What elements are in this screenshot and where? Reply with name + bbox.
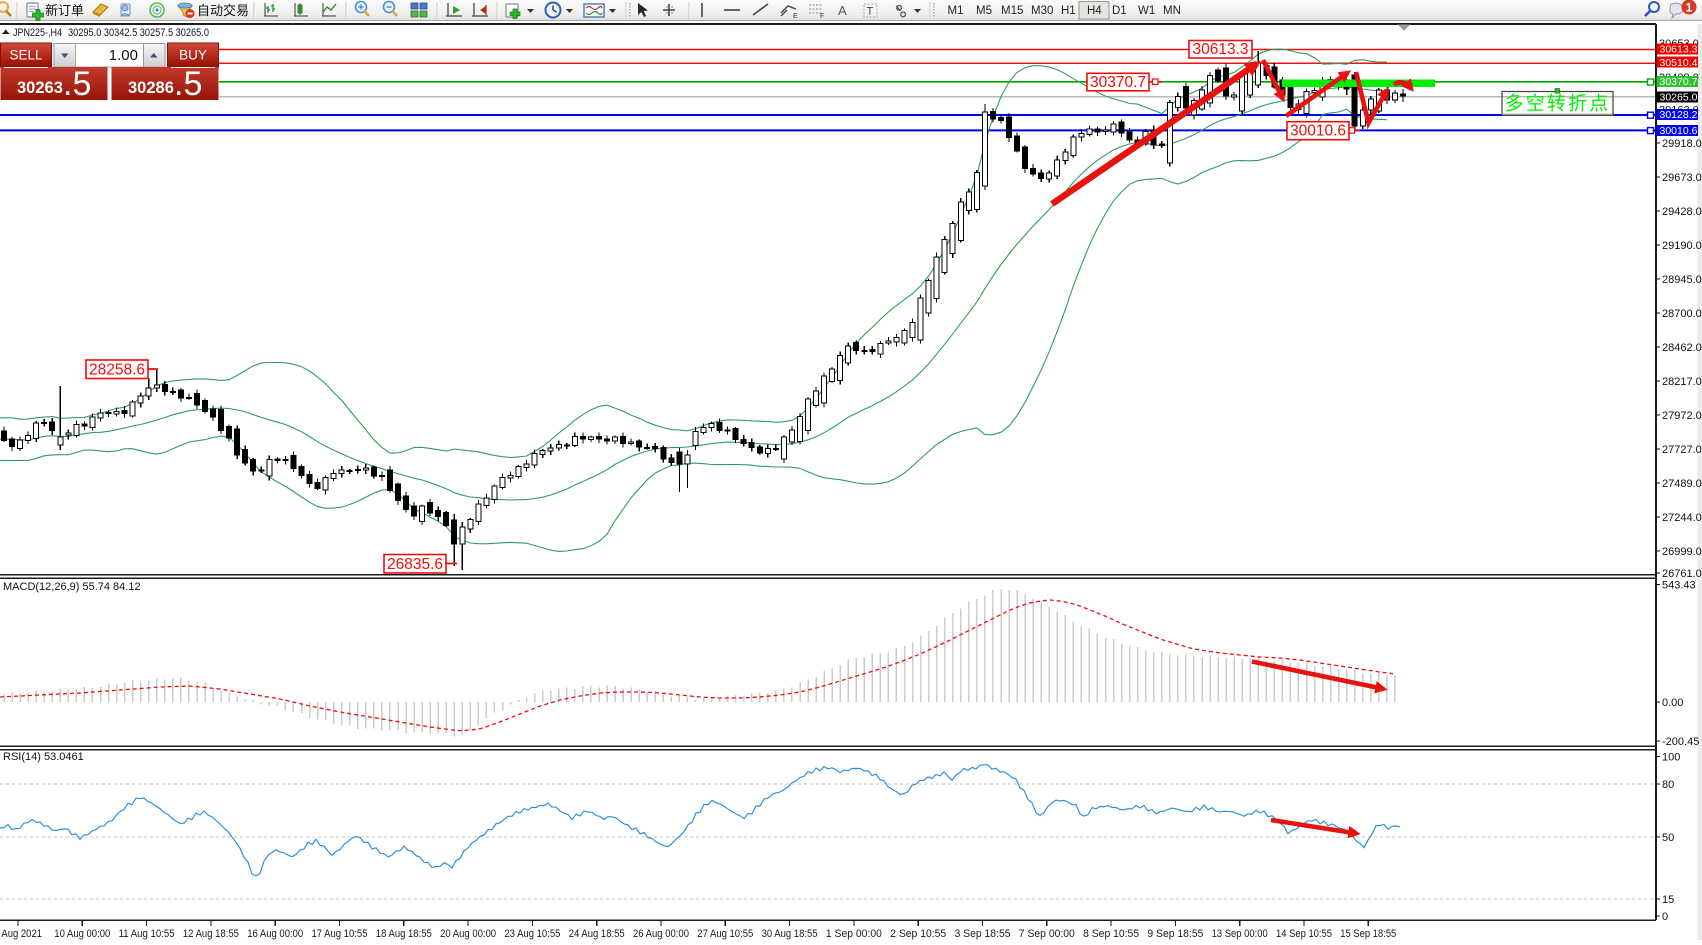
svg-text:30265.0: 30265.0 [1660, 92, 1698, 104]
svg-text:30613.3: 30613.3 [1192, 41, 1248, 58]
svg-text:28700.0: 28700.0 [1662, 308, 1702, 320]
svg-text:29918.0: 29918.0 [1662, 138, 1702, 150]
svg-text:T: T [867, 6, 874, 18]
svg-text:30286: 30286 [128, 79, 174, 97]
svg-text:17 Aug 10:55: 17 Aug 10:55 [312, 928, 368, 940]
svg-text:.5: .5 [63, 65, 91, 103]
svg-text:24 Aug 18:55: 24 Aug 18:55 [569, 928, 625, 940]
svg-text:30613.3: 30613.3 [1660, 44, 1698, 56]
svg-text:29190.0: 29190.0 [1662, 240, 1702, 252]
svg-text:1: 1 [1686, 1, 1693, 15]
svg-text:30510.4: 30510.4 [1660, 57, 1698, 69]
svg-text:0.00: 0.00 [1662, 697, 1683, 709]
svg-text:MN: MN [1163, 5, 1181, 17]
svg-text:M15: M15 [1001, 5, 1023, 17]
svg-text:50: 50 [1662, 832, 1674, 844]
svg-text:M30: M30 [1031, 5, 1053, 17]
svg-text:W1: W1 [1138, 5, 1155, 17]
svg-text:27244.0: 27244.0 [1662, 512, 1702, 524]
svg-text:自动交易: 自动交易 [197, 3, 249, 18]
svg-text:1.00: 1.00 [109, 47, 138, 64]
svg-text:29428.0: 29428.0 [1662, 206, 1702, 218]
svg-text:30010.6: 30010.6 [1660, 125, 1698, 137]
svg-text:30263: 30263 [17, 79, 63, 97]
svg-text:20 Aug 00:00: 20 Aug 00:00 [440, 928, 496, 940]
svg-text:3 Sep 18:55: 3 Sep 18:55 [955, 928, 1011, 940]
svg-text:M1: M1 [948, 5, 964, 17]
svg-text:27727.0: 27727.0 [1662, 444, 1702, 456]
svg-text:新订单: 新订单 [45, 3, 84, 18]
svg-text:E: E [793, 13, 798, 20]
svg-text:7 Sep 00:00: 7 Sep 00:00 [1019, 928, 1075, 940]
svg-text:11 Aug 10:55: 11 Aug 10:55 [119, 928, 175, 940]
svg-text:27 Aug 10:55: 27 Aug 10:55 [697, 928, 753, 940]
svg-text:6 Aug 2021: 6 Aug 2021 [0, 928, 42, 940]
svg-text:30295.0 30342.5 30257.5 30265.: 30295.0 30342.5 30257.5 30265.0 [68, 27, 209, 39]
svg-text:10 Aug 00:00: 10 Aug 00:00 [54, 928, 110, 940]
svg-text:1 Sep 00:00: 1 Sep 00:00 [826, 928, 882, 940]
svg-text:9 Sep 18:55: 9 Sep 18:55 [1147, 928, 1203, 940]
svg-text:30 Aug 18:55: 30 Aug 18:55 [762, 928, 818, 940]
svg-text:28258.6: 28258.6 [89, 362, 145, 379]
svg-text:30370.7: 30370.7 [1660, 76, 1698, 88]
svg-text:27489.0: 27489.0 [1662, 478, 1702, 490]
svg-text:M5: M5 [976, 5, 992, 17]
svg-text:18 Aug 18:55: 18 Aug 18:55 [376, 928, 432, 940]
svg-text:28462.0: 28462.0 [1662, 342, 1702, 354]
svg-text:12 Aug 18:55: 12 Aug 18:55 [183, 928, 239, 940]
svg-text:29673.0: 29673.0 [1662, 172, 1702, 184]
svg-text:28217.0: 28217.0 [1662, 376, 1702, 388]
svg-text:JPN225-,H4: JPN225-,H4 [13, 27, 62, 39]
svg-text:26 Aug 00:00: 26 Aug 00:00 [633, 928, 689, 940]
svg-text:2 Sep 10:55: 2 Sep 10:55 [890, 928, 946, 940]
svg-text:27972.0: 27972.0 [1662, 410, 1702, 422]
svg-text:26761.0: 26761.0 [1662, 568, 1702, 580]
svg-text:23 Aug 10:55: 23 Aug 10:55 [504, 928, 560, 940]
svg-text:30010.6: 30010.6 [1290, 123, 1346, 140]
svg-text:.5: .5 [174, 65, 202, 103]
svg-text:100: 100 [1662, 752, 1680, 764]
svg-text:543.43: 543.43 [1662, 580, 1696, 592]
svg-text:15: 15 [1662, 894, 1674, 906]
svg-text:MACD(12,26,9) 55.74 84.12: MACD(12,26,9) 55.74 84.12 [3, 581, 141, 593]
svg-text:多空转折点: 多空转折点 [1505, 93, 1611, 115]
svg-text:14 Sep 10:55: 14 Sep 10:55 [1276, 928, 1332, 940]
svg-text:SELL: SELL [9, 48, 43, 63]
svg-text:30128.2: 30128.2 [1660, 109, 1698, 121]
svg-text:H4: H4 [1087, 5, 1102, 17]
svg-text:80: 80 [1662, 779, 1674, 791]
svg-text:-200.45: -200.45 [1662, 736, 1699, 748]
svg-text:F: F [820, 13, 824, 20]
svg-text:BUY: BUY [179, 48, 207, 63]
svg-text:26835.6: 26835.6 [387, 556, 443, 573]
svg-text:D1: D1 [1112, 5, 1127, 17]
svg-text:30370.7: 30370.7 [1090, 74, 1146, 91]
svg-text:13 Sep 00:00: 13 Sep 00:00 [1212, 928, 1268, 940]
svg-text:A: A [838, 3, 847, 18]
svg-text:26999.0: 26999.0 [1662, 546, 1702, 558]
svg-text:28945.0: 28945.0 [1662, 274, 1702, 286]
svg-text:0: 0 [1662, 911, 1668, 923]
svg-text:H1: H1 [1061, 5, 1076, 17]
svg-text:16 Aug 00:00: 16 Aug 00:00 [247, 928, 303, 940]
svg-text:8 Sep 10:55: 8 Sep 10:55 [1083, 928, 1139, 940]
svg-text:RSI(14) 53.0461: RSI(14) 53.0461 [3, 751, 84, 763]
svg-text:15 Sep 18:55: 15 Sep 18:55 [1340, 928, 1396, 940]
